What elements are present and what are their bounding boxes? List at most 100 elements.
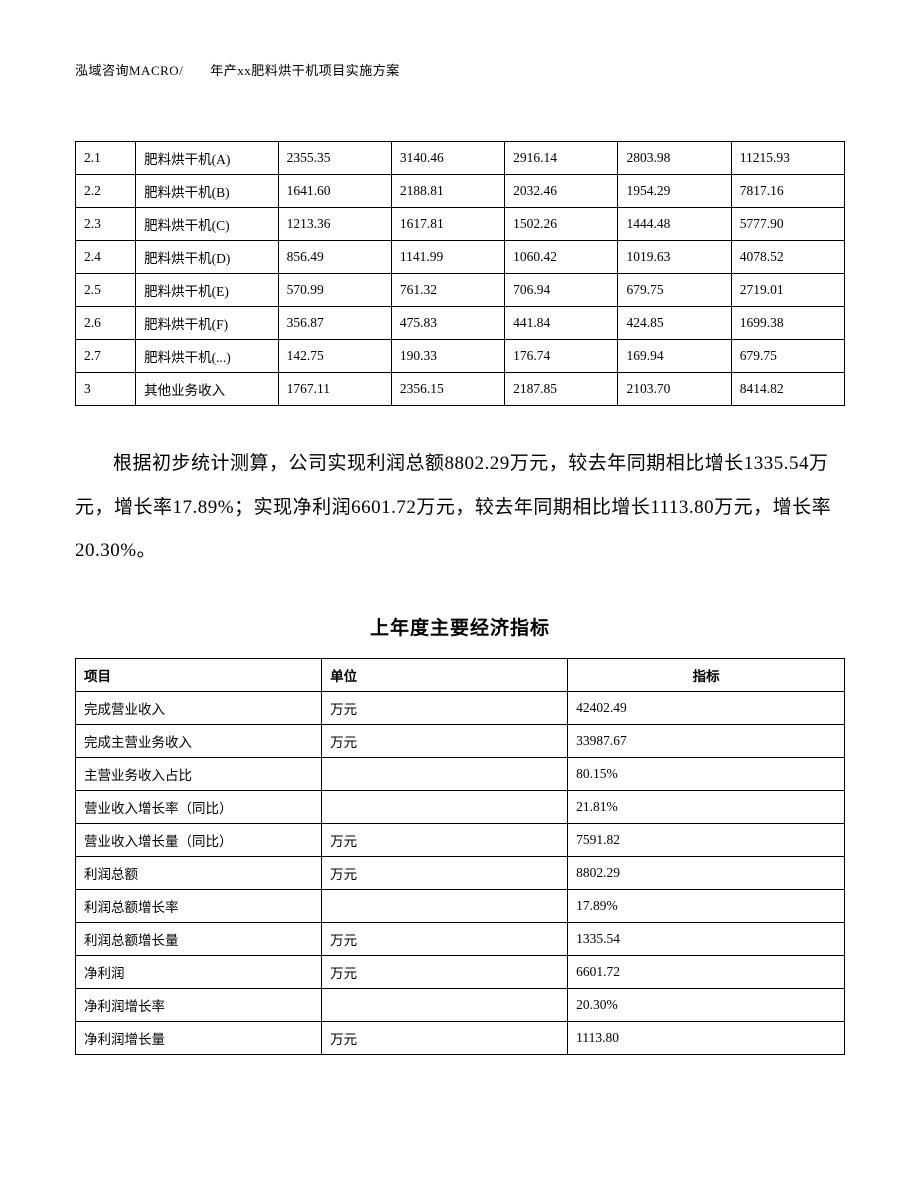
table-row: 2.3肥料烘干机(C)1213.361617.811502.261444.485… bbox=[76, 208, 845, 241]
indicator-name: 利润总额 bbox=[76, 857, 322, 890]
value-q2: 761.32 bbox=[391, 274, 504, 307]
value-q4: 1444.48 bbox=[618, 208, 731, 241]
table-row: 2.7肥料烘干机(...)142.75190.33176.74169.94679… bbox=[76, 340, 845, 373]
table-row: 完成主营业务收入万元33987.67 bbox=[76, 725, 845, 758]
indicator-value: 1335.54 bbox=[568, 923, 845, 956]
table-header-row: 项目 单位 指标 bbox=[76, 659, 845, 692]
value-q2: 2188.81 bbox=[391, 175, 504, 208]
table-row: 利润总额增长量万元1335.54 bbox=[76, 923, 845, 956]
value-q3: 706.94 bbox=[505, 274, 618, 307]
value-q4: 169.94 bbox=[618, 340, 731, 373]
value-q2: 1617.81 bbox=[391, 208, 504, 241]
value-q3: 441.84 bbox=[505, 307, 618, 340]
indicator-name: 净利润增长率 bbox=[76, 989, 322, 1022]
value-q1: 2355.35 bbox=[278, 142, 391, 175]
value-q4: 2803.98 bbox=[618, 142, 731, 175]
table-row: 3其他业务收入1767.112356.152187.852103.708414.… bbox=[76, 373, 845, 406]
value-q2: 475.83 bbox=[391, 307, 504, 340]
value-q3: 1502.26 bbox=[505, 208, 618, 241]
indicator-unit: 万元 bbox=[322, 725, 568, 758]
value-q1: 1213.36 bbox=[278, 208, 391, 241]
row-index: 2.7 bbox=[76, 340, 136, 373]
value-q1: 356.87 bbox=[278, 307, 391, 340]
indicator-value: 8802.29 bbox=[568, 857, 845, 890]
indicator-unit: 万元 bbox=[322, 824, 568, 857]
product-revenue-table: 2.1肥料烘干机(A)2355.353140.462916.142803.981… bbox=[75, 141, 845, 406]
indicator-value: 6601.72 bbox=[568, 956, 845, 989]
indicator-name: 营业收入增长量（同比） bbox=[76, 824, 322, 857]
table-row: 净利润增长率 20.30% bbox=[76, 989, 845, 1022]
indicator-name: 利润总额增长率 bbox=[76, 890, 322, 923]
product-name: 肥料烘干机(E) bbox=[136, 274, 279, 307]
economic-indicators-table: 项目 单位 指标 完成营业收入万元42402.49完成主营业务收入万元33987… bbox=[75, 658, 845, 1055]
row-index: 2.5 bbox=[76, 274, 136, 307]
value-total: 7817.16 bbox=[731, 175, 844, 208]
value-q1: 1641.60 bbox=[278, 175, 391, 208]
indicator-name: 完成主营业务收入 bbox=[76, 725, 322, 758]
indicator-name: 净利润 bbox=[76, 956, 322, 989]
indicator-unit: 万元 bbox=[322, 692, 568, 725]
indicator-value: 17.89% bbox=[568, 890, 845, 923]
page-header: 泓域咨询MACRO/ 年产xx肥料烘干机项目实施方案 bbox=[75, 60, 845, 79]
product-name: 肥料烘干机(F) bbox=[136, 307, 279, 340]
row-index: 3 bbox=[76, 373, 136, 406]
indicator-name: 主营业务收入占比 bbox=[76, 758, 322, 791]
value-total: 679.75 bbox=[731, 340, 844, 373]
row-index: 2.3 bbox=[76, 208, 136, 241]
header-indicator: 指标 bbox=[568, 659, 845, 692]
table-row: 完成营业收入万元42402.49 bbox=[76, 692, 845, 725]
value-total: 4078.52 bbox=[731, 241, 844, 274]
row-index: 2.1 bbox=[76, 142, 136, 175]
table-row: 2.6肥料烘干机(F)356.87475.83441.84424.851699.… bbox=[76, 307, 845, 340]
row-index: 2.4 bbox=[76, 241, 136, 274]
product-name: 肥料烘干机(...) bbox=[136, 340, 279, 373]
value-total: 5777.90 bbox=[731, 208, 844, 241]
indicator-unit: 万元 bbox=[322, 956, 568, 989]
value-q1: 570.99 bbox=[278, 274, 391, 307]
table-row: 2.1肥料烘干机(A)2355.353140.462916.142803.981… bbox=[76, 142, 845, 175]
indicator-unit: 万元 bbox=[322, 1022, 568, 1055]
value-total: 1699.38 bbox=[731, 307, 844, 340]
product-name: 肥料烘干机(B) bbox=[136, 175, 279, 208]
value-q3: 176.74 bbox=[505, 340, 618, 373]
row-index: 2.2 bbox=[76, 175, 136, 208]
value-q2: 3140.46 bbox=[391, 142, 504, 175]
indicator-unit: 万元 bbox=[322, 857, 568, 890]
row-index: 2.6 bbox=[76, 307, 136, 340]
product-name: 肥料烘干机(D) bbox=[136, 241, 279, 274]
indicator-name: 利润总额增长量 bbox=[76, 923, 322, 956]
value-q3: 2187.85 bbox=[505, 373, 618, 406]
value-q1: 1767.11 bbox=[278, 373, 391, 406]
indicator-value: 33987.67 bbox=[568, 725, 845, 758]
section-title: 上年度主要经济指标 bbox=[75, 613, 845, 640]
indicator-value: 42402.49 bbox=[568, 692, 845, 725]
summary-paragraph: 根据初步统计测算，公司实现利润总额8802.29万元，较去年同期相比增长1335… bbox=[75, 442, 845, 573]
table-row: 2.2肥料烘干机(B)1641.602188.812032.461954.297… bbox=[76, 175, 845, 208]
value-total: 11215.93 bbox=[731, 142, 844, 175]
indicator-unit bbox=[322, 758, 568, 791]
indicator-unit bbox=[322, 890, 568, 923]
header-item: 项目 bbox=[76, 659, 322, 692]
indicator-value: 20.30% bbox=[568, 989, 845, 1022]
value-q4: 424.85 bbox=[618, 307, 731, 340]
table-row: 净利润万元6601.72 bbox=[76, 956, 845, 989]
indicator-value: 1113.80 bbox=[568, 1022, 845, 1055]
table-row: 主营业务收入占比80.15% bbox=[76, 758, 845, 791]
indicator-unit bbox=[322, 791, 568, 824]
value-q4: 1954.29 bbox=[618, 175, 731, 208]
value-q2: 1141.99 bbox=[391, 241, 504, 274]
value-total: 8414.82 bbox=[731, 373, 844, 406]
value-q1: 142.75 bbox=[278, 340, 391, 373]
value-q2: 190.33 bbox=[391, 340, 504, 373]
table-row: 利润总额万元8802.29 bbox=[76, 857, 845, 890]
table-row: 营业收入增长率（同比）21.81% bbox=[76, 791, 845, 824]
product-name: 其他业务收入 bbox=[136, 373, 279, 406]
value-q3: 1060.42 bbox=[505, 241, 618, 274]
value-q4: 679.75 bbox=[618, 274, 731, 307]
indicator-value: 21.81% bbox=[568, 791, 845, 824]
value-q1: 856.49 bbox=[278, 241, 391, 274]
value-q3: 2032.46 bbox=[505, 175, 618, 208]
indicator-name: 完成营业收入 bbox=[76, 692, 322, 725]
table-row: 净利润增长量万元1113.80 bbox=[76, 1022, 845, 1055]
header-unit: 单位 bbox=[322, 659, 568, 692]
